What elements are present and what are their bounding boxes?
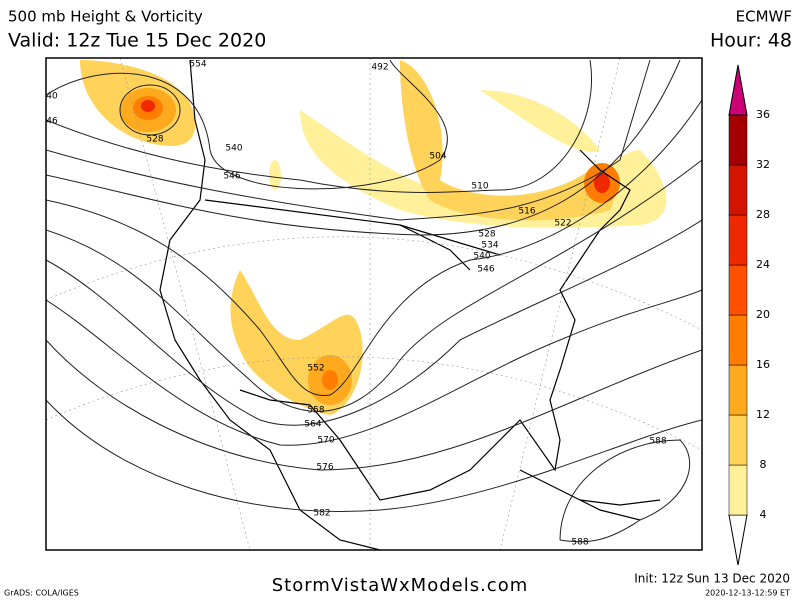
contour-label: 534: [481, 241, 498, 251]
contour-label: 528: [478, 230, 495, 240]
contour-label: 516: [518, 207, 535, 217]
contour-label: 554: [189, 60, 206, 70]
colorbar-segment: [728, 364, 748, 416]
graticule: [46, 58, 702, 550]
contour-label: 570: [317, 436, 334, 446]
colorbar-label: 12: [756, 408, 770, 421]
contour-label: 588: [571, 538, 588, 548]
colorbar-label: 4: [760, 508, 767, 521]
colorbar-segment: [728, 64, 748, 116]
contour-label: 46: [46, 117, 58, 127]
contour-label: 522: [554, 219, 571, 229]
contour-label: 40: [46, 92, 58, 102]
colorbar-segment: [728, 314, 748, 366]
title: 500 mb Height & Vorticity: [8, 8, 203, 26]
contour-label: 546: [477, 265, 494, 275]
colorbar-segment: [728, 414, 748, 466]
contour-label: 582: [313, 509, 330, 519]
timestamp: 2020-12-13-12:59 ET: [705, 589, 790, 598]
contour-label: 510: [471, 182, 488, 192]
contour-label: 528: [146, 135, 163, 145]
colorbar-label: 32: [756, 158, 770, 171]
contour-label: 540: [225, 144, 242, 154]
contour-label: 576: [316, 463, 333, 473]
colorbar-segment: [728, 214, 748, 266]
contour-label: 540: [473, 252, 490, 262]
colorbar-label: 16: [756, 358, 770, 371]
forecast-hour: Hour: 48: [710, 30, 792, 52]
colorbar: 4 8 12 16 20 24 28 32 36: [728, 64, 770, 566]
contour-label: 552: [307, 364, 324, 374]
model: ECMWF: [736, 8, 792, 26]
colorbar-segment: [728, 264, 748, 316]
contour-label: 504: [429, 152, 446, 162]
colorbar-segment: [728, 514, 748, 566]
init-time: Init: 12z Sun 13 Dec 2020: [634, 572, 790, 586]
map-frame: [45, 57, 703, 551]
map: 554 492 528 540 546 504 510 516 522 528 …: [46, 58, 702, 550]
contour-label: 546: [223, 172, 240, 182]
contour-label: 588: [649, 437, 666, 447]
colorbar-segment: [728, 164, 748, 216]
contour-label: 564: [304, 420, 321, 430]
contour-label: 558: [307, 406, 324, 416]
colorbar-label: 8: [760, 458, 767, 471]
colorbar-segment: [728, 464, 748, 516]
colorbar-label: 28: [756, 208, 770, 221]
vorticity-shading: [80, 60, 667, 415]
colorbar-label: 24: [756, 258, 770, 271]
contour-label: 492: [371, 63, 388, 73]
height-contours: [46, 59, 702, 543]
valid-time: Valid: 12z Tue 15 Dec 2020: [8, 30, 266, 52]
colorbar-segment: [728, 114, 748, 166]
site-name: StormVistaWxModels.com: [272, 575, 529, 596]
grads-credit: GrADS: COLA/IGES: [4, 589, 79, 598]
coastlines: [159, 59, 661, 550]
colorbar-label: 36: [756, 108, 770, 121]
contour-labels: 554 492 528 540 546 504 510 516 522 528 …: [46, 60, 667, 548]
colorbar-label: 20: [756, 308, 770, 321]
